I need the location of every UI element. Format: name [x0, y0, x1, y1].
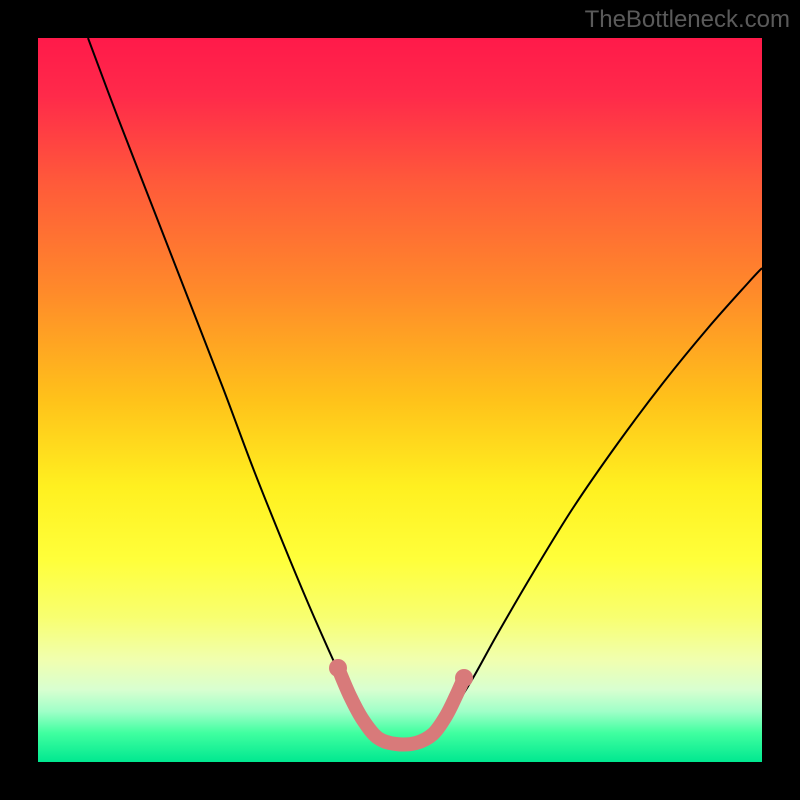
plot-area: [38, 38, 762, 762]
left-curve: [88, 38, 368, 730]
watermark-text: TheBottleneck.com: [585, 6, 790, 34]
chart-frame: TheBottleneck.com: [0, 0, 800, 800]
curve-layer: [38, 38, 762, 762]
right-curve: [438, 268, 762, 730]
marker-end-dot: [329, 659, 347, 677]
marker-end-dot: [455, 669, 473, 687]
bottom-marker-path: [338, 668, 464, 744]
